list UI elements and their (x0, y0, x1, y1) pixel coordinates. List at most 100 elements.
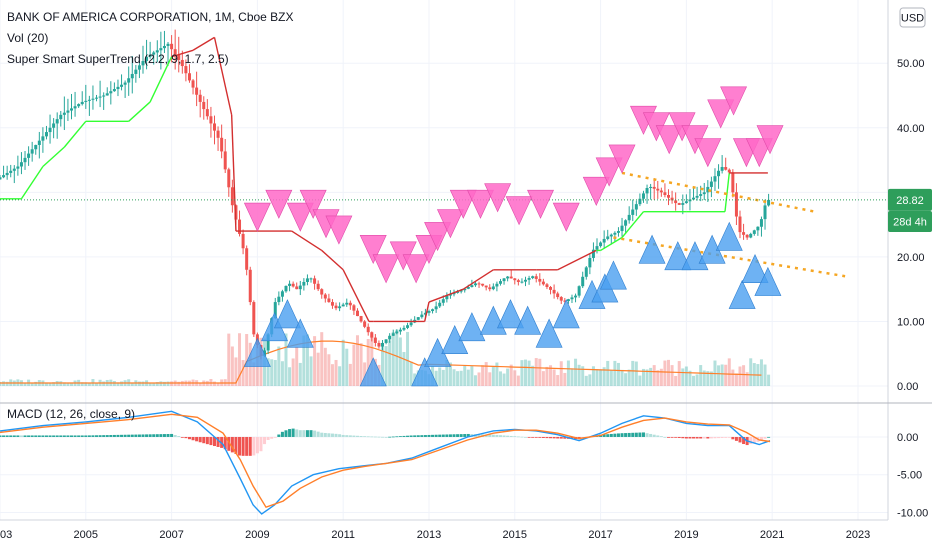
candle-body (134, 69, 138, 74)
volume-bar (495, 362, 499, 386)
volume-bar (674, 375, 678, 386)
macd-histogram-bar (659, 436, 663, 438)
candle-body (37, 140, 41, 145)
volume-bar (348, 363, 352, 386)
sell-signal-triangle (707, 99, 735, 129)
sell-signal-triangle (608, 144, 636, 174)
macd-histogram-bar (552, 436, 556, 439)
macd-histogram-bar (284, 430, 288, 437)
volume-bar (645, 369, 649, 386)
macd-histogram-bar (502, 435, 506, 437)
macd-histogram-bar (338, 434, 342, 437)
macd-histogram-bar (162, 434, 166, 437)
candle-body (341, 304, 345, 307)
candle-body (616, 231, 620, 233)
candle-body (34, 144, 38, 150)
candle-body (0, 177, 2, 180)
volume-indicator-label[interactable]: Vol (20) (7, 31, 48, 45)
volume-bar (649, 367, 653, 386)
supertrend-segment (462, 269, 494, 290)
macd-histogram-bar (77, 435, 81, 437)
candle-body (288, 283, 292, 286)
candle-body (491, 286, 495, 290)
candle-body (613, 232, 617, 235)
candle-body (731, 172, 735, 193)
volume-bar (327, 354, 331, 386)
candle-body (459, 290, 463, 292)
volume-bar (120, 381, 124, 386)
last-price-value: 28.82 (896, 195, 924, 207)
macd-histogram-bar (656, 435, 660, 437)
volume-bar (613, 360, 617, 386)
macd-histogram-bar (98, 435, 102, 437)
volume-bar (677, 361, 681, 386)
candle-body (352, 305, 356, 311)
volume-bar (624, 373, 628, 386)
macd-histogram-bar (223, 436, 227, 450)
macd-histogram-bar (420, 435, 424, 437)
macd-histogram-bar (541, 436, 545, 438)
volume-bar (162, 381, 166, 386)
trendline[interactable] (621, 171, 816, 213)
candle-body (545, 284, 549, 288)
macd-histogram-bar (73, 435, 77, 437)
volume-bar (634, 361, 638, 386)
volume-bar (320, 332, 324, 386)
macd-histogram-bar (749, 436, 753, 445)
candle-body (238, 219, 242, 234)
macd-histogram-bar (298, 430, 302, 437)
candle-body (41, 136, 45, 141)
macd-histogram-bar (634, 432, 638, 437)
volume-bar (738, 366, 742, 386)
candle-body (473, 283, 477, 286)
sell-signal-triangle (286, 202, 314, 232)
macd-histogram-bar (330, 433, 334, 437)
candle-body (602, 238, 606, 243)
currency-button-label[interactable]: USD (901, 13, 924, 25)
macd-histogram-bar (212, 436, 216, 447)
macd-histogram-bar (198, 436, 202, 443)
macd-histogram-bar (334, 433, 338, 437)
macd-histogram-bar (681, 436, 685, 439)
volume-bar (695, 374, 699, 386)
candle-body (305, 278, 309, 282)
macd-histogram-bar (48, 435, 52, 437)
volume-bar (59, 381, 63, 386)
candle-body (284, 285, 288, 292)
macd-histogram-bar (731, 436, 735, 440)
candle-body (302, 281, 306, 286)
volume-bar (702, 370, 706, 386)
volume-bar (767, 374, 771, 386)
macd-histogram-bar (2, 435, 6, 437)
macd-histogram-bar (466, 433, 470, 437)
sell-signal-triangle (325, 215, 353, 245)
volume-bar (502, 373, 506, 386)
price-candles (0, 29, 771, 360)
macd-histogram-bar (209, 436, 213, 446)
macd-histogram-bar (488, 434, 492, 437)
candle-body (684, 201, 688, 204)
candle-body (184, 66, 188, 74)
volume-bar (699, 365, 703, 386)
macd-histogram-bar (320, 432, 324, 437)
macd-histogram-bar (752, 436, 756, 443)
candle-body (595, 246, 599, 250)
volume-bar (656, 370, 660, 386)
currency-button-frame[interactable] (899, 7, 926, 28)
macd-histogram-bar (738, 436, 742, 443)
volume-bar (727, 358, 731, 386)
currency-button[interactable]: USD (899, 7, 926, 28)
macd-histogram-bar (127, 434, 131, 437)
macd-histogram-bar (377, 436, 381, 438)
candle-body (112, 89, 116, 92)
candle-body (752, 230, 756, 234)
supertrend-segment (291, 230, 323, 252)
supertrend-indicator-label[interactable]: Super Smart SuperTrend (2.2, 9, 1.7, 2.5… (7, 52, 229, 66)
price-tick-label: 10.00 (897, 316, 925, 328)
volume-bar (556, 375, 560, 386)
macd-histogram-bar (363, 436, 367, 438)
volume-bar (388, 340, 392, 386)
last-price-badge-bg (888, 188, 932, 211)
macd-indicator-label[interactable]: MACD (12, 26, close, 9) (7, 407, 135, 421)
candle-body (692, 197, 696, 200)
